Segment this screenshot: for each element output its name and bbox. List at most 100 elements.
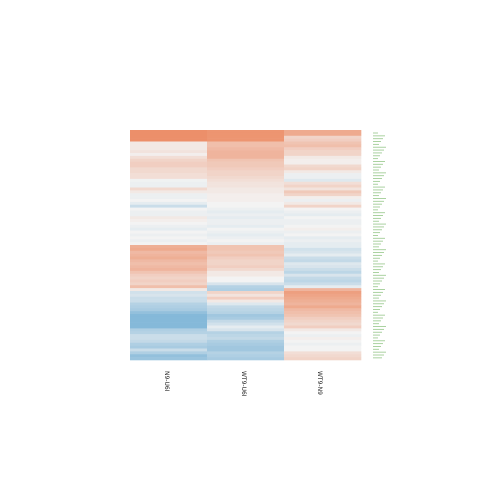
- heatmap-cell: [130, 130, 208, 134]
- heatmap-cell: [284, 161, 362, 165]
- heatmap-cell: [207, 181, 285, 185]
- heatmap-cell: [130, 285, 208, 289]
- heatmap-cell: [207, 319, 285, 323]
- heatmap-cell: [207, 184, 285, 188]
- heatmap-cell: [130, 239, 208, 243]
- heatmap-cell: [284, 245, 362, 249]
- heatmap-cell: [284, 164, 362, 168]
- heatmap-cell: [284, 348, 362, 352]
- heatmap-cell: [284, 302, 362, 306]
- heatmap-cell: [130, 331, 208, 335]
- heatmap-cell: [284, 158, 362, 162]
- heatmap-cell: [207, 210, 285, 214]
- heatmap-cell: [207, 299, 285, 303]
- heatmap-cell: [284, 250, 362, 254]
- heatmap-cell: [207, 345, 285, 349]
- heatmap-cell: [284, 135, 362, 139]
- heatmap-cell: [284, 132, 362, 137]
- heatmap-cell: [207, 250, 285, 254]
- heatmap-cell: [207, 176, 285, 180]
- heatmap-cell: [130, 316, 208, 321]
- heatmap-cell: [284, 345, 362, 349]
- heatmap-cell: [207, 141, 285, 145]
- heatmap-cell: [207, 273, 285, 277]
- column-labels: N9-U6I WT9-U6I WT9-N9: [163, 371, 323, 397]
- heatmap-cell: [130, 268, 208, 272]
- heatmap-cell: [207, 270, 285, 275]
- heatmap-cell: [284, 233, 362, 237]
- heatmap-cell: [284, 204, 362, 208]
- heatmap-cell: [130, 132, 208, 137]
- heatmap-cell: [284, 173, 362, 177]
- heatmap-cell: [130, 236, 208, 240]
- heatmap-cell: [130, 242, 208, 246]
- heatmap-cell: [130, 190, 208, 194]
- heatmap-cell: [130, 224, 208, 229]
- heatmap-cell: [130, 305, 208, 309]
- heatmap-cell: [207, 222, 285, 226]
- heatmap-cell: [130, 308, 208, 312]
- heatmap-cell: [207, 279, 285, 283]
- heatmap-cell: [284, 357, 362, 361]
- heatmap-cell: [207, 239, 285, 243]
- heatmap-cells: [130, 130, 362, 361]
- heatmap-cell: [207, 316, 285, 321]
- heatmap-cell: [207, 227, 285, 231]
- heatmap-cell: [207, 337, 285, 341]
- heatmap-cell: [207, 351, 285, 355]
- heatmap-cell: [207, 204, 285, 208]
- heatmap-cell: [284, 291, 362, 295]
- heatmap-cell: [130, 161, 208, 165]
- heatmap-cell: [284, 253, 362, 257]
- heatmap-cell: [130, 233, 208, 237]
- heatmap-cell: [130, 262, 208, 266]
- heatmap-cell: [284, 222, 362, 226]
- heatmap-cell: [130, 325, 208, 329]
- heatmap-cell: [284, 224, 362, 229]
- heatmap-cell: [130, 291, 208, 295]
- heatmap-cell: [130, 259, 208, 263]
- heatmap-cell: [130, 196, 208, 200]
- heatmap-cell: [207, 242, 285, 246]
- heatmap-cell: [130, 357, 208, 361]
- heatmap-cell: [284, 153, 362, 157]
- heatmap-cell: [130, 276, 208, 280]
- heatmap-cell: [207, 199, 285, 203]
- heatmap-cell: [130, 199, 208, 203]
- heatmap-cell: [207, 334, 285, 338]
- heatmap-cell: [207, 150, 285, 154]
- heatmap-cell: [284, 207, 362, 211]
- heatmap-cell: [130, 299, 208, 303]
- heatmap-cell: [130, 216, 208, 220]
- heatmap-cell: [130, 147, 208, 151]
- heatmap-cell: [130, 311, 208, 315]
- heatmap-cell: [284, 305, 362, 309]
- heatmap-cell: [130, 210, 208, 214]
- heatmap-cell: [207, 354, 285, 358]
- heatmap-cell: [130, 250, 208, 254]
- heatmap-cell: [284, 181, 362, 185]
- heatmap-cell: [130, 293, 208, 298]
- heatmap-cell: [284, 147, 362, 151]
- heatmap-cell: [207, 147, 285, 151]
- heatmap-cell: [207, 256, 285, 260]
- heatmap-cell: [284, 216, 362, 220]
- heatmap-cell: [207, 302, 285, 306]
- heatmap-cell: [130, 219, 208, 223]
- heatmap-cell: [207, 265, 285, 269]
- heatmap-cell: [284, 328, 362, 332]
- heatmap-cell: [207, 276, 285, 280]
- heatmap-cell: [284, 282, 362, 286]
- heatmap-cell: [207, 268, 285, 272]
- heatmap-cell: [130, 351, 208, 355]
- heatmap-cell: [207, 259, 285, 263]
- heatmap-cell: [130, 288, 208, 292]
- heatmap-cell: [284, 265, 362, 269]
- heatmap-cell: [284, 308, 362, 312]
- heatmap-cell: [130, 193, 208, 197]
- heatmap-cell: [130, 247, 208, 252]
- heatmap-cell: [207, 164, 285, 168]
- heatmap-cell: [207, 224, 285, 229]
- heatmap-cell: [284, 334, 362, 338]
- heatmap-cell: [284, 288, 362, 292]
